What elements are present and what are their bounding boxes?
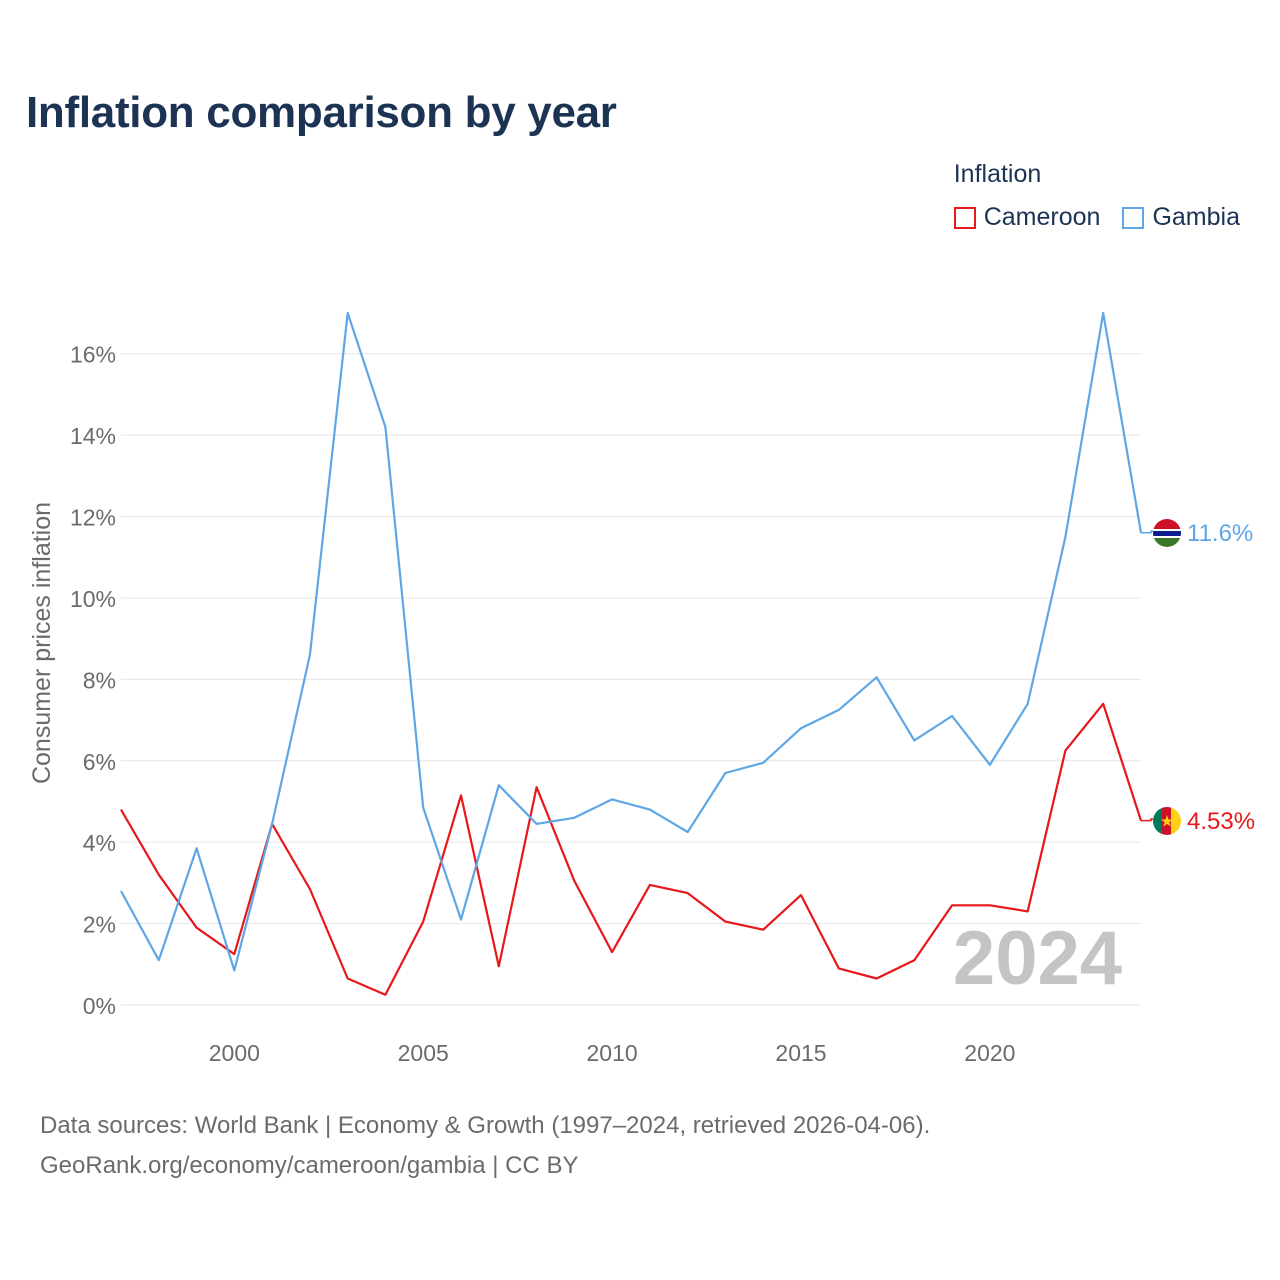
gambia-flag-icon — [1153, 519, 1181, 547]
x-tick-label: 2015 — [775, 1040, 826, 1066]
footer-link[interactable]: GeoRank.org/economy/cameroon/gambia | CC… — [40, 1152, 579, 1179]
series-line-cameroon[interactable] — [120, 702, 1143, 996]
legend-swatch-gambia — [1122, 206, 1145, 229]
y-tick-label: 0% — [83, 993, 116, 1019]
series-line-gambia[interactable] — [120, 311, 1143, 972]
legend-swatch-cameroon — [953, 206, 976, 229]
y-axis-label: Consumer prices inflation — [28, 502, 56, 784]
y-tick-label: 12% — [70, 505, 116, 531]
cameroon-flag-icon — [1153, 807, 1181, 835]
x-tick-label: 2005 — [398, 1040, 449, 1066]
footer-sources: Data sources: World Bank | Economy & Gro… — [40, 1112, 931, 1139]
end-connector-cameroon — [1141, 818, 1153, 822]
legend-item-cameroon[interactable]: Cameroon — [953, 203, 1101, 232]
end-value-gambia: 11.6% — [1187, 520, 1253, 547]
y-tick-label: 16% — [70, 342, 116, 368]
legend-label-gambia: Gambia — [1152, 203, 1240, 231]
chart-title: Inflation comparison by year — [26, 88, 617, 137]
y-tick-label: 14% — [70, 423, 116, 449]
y-tick-label: 2% — [83, 912, 116, 938]
end-value-cameroon: 4.53% — [1187, 808, 1255, 835]
legend-item-gambia[interactable]: Gambia — [1122, 203, 1240, 232]
legend-label-cameroon: Cameroon — [983, 203, 1101, 231]
y-tick-label: 10% — [70, 586, 116, 612]
x-tick-label: 2000 — [209, 1040, 260, 1066]
y-tick-label: 8% — [83, 667, 116, 693]
x-tick-label: 2020 — [964, 1040, 1015, 1066]
y-tick-label: 6% — [83, 749, 116, 775]
legend: Inflation Cameroon Gambia — [953, 160, 1240, 232]
legend-title: Inflation — [953, 160, 1042, 188]
end-connector-gambia — [1141, 530, 1153, 534]
y-tick-label: 4% — [83, 830, 116, 856]
x-tick-label: 2010 — [587, 1040, 638, 1066]
year-watermark: 2024 — [953, 916, 1122, 1001]
footer: Data sources: World Bank | Economy & Gro… — [40, 1106, 930, 1186]
